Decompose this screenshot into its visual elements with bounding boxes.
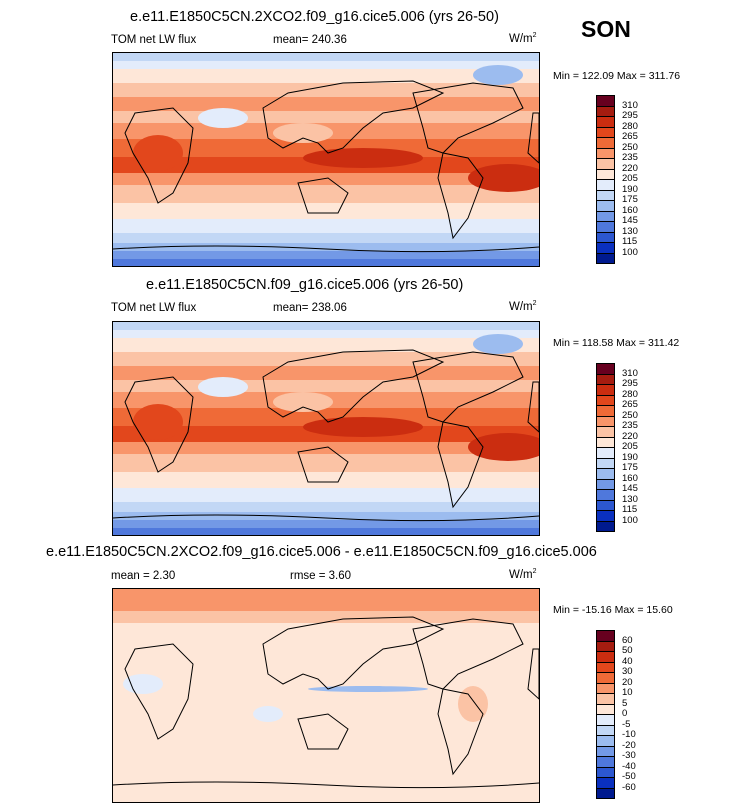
panel2-map: [112, 321, 540, 536]
colorbar-tick-label: 295: [622, 378, 638, 389]
colorbar-tick-label: 220: [622, 430, 638, 442]
colorbar-tick-label: 175: [622, 194, 638, 205]
colorbar-tick-label: 5: [622, 697, 628, 709]
colorbar-tick-label: 50: [622, 645, 633, 656]
colorbar-box: [596, 252, 615, 264]
colorbar-tick-label: 280: [622, 388, 638, 400]
colorbar-tick-label: 10: [622, 687, 633, 698]
panel3-mean-label: mean = 2.30: [111, 570, 176, 582]
panel2-colorbar: 310 295 280 265 250 235 220 205 190 175 160 145 130 1…: [596, 363, 656, 532]
panel1-variable-label: TOM net LW flux: [111, 34, 197, 46]
colorbar-tick-label: 310: [622, 367, 638, 379]
colorbar-tick-label: 130: [622, 225, 638, 237]
colorbar-tick-label: 295: [622, 110, 638, 121]
colorbar-tick-label: 30: [622, 666, 633, 677]
colorbar-tick-label: 235: [622, 420, 638, 431]
colorbar-tick-label: 115: [622, 236, 638, 247]
panel3-colorbar: 60 50 40 30 20 10 5 0 -5 -10 -20 -30 -40 -50 -60: [596, 630, 656, 799]
colorbar-tick-label: 190: [622, 451, 638, 463]
panel2-units-label: W/m2: [509, 300, 537, 313]
panel1-mean-label: mean= 240.36: [273, 34, 347, 46]
colorbar-tick-label: 160: [622, 204, 638, 216]
colorbar-tick-label: 175: [622, 462, 638, 473]
panel1-colorbar: 310 295 280 265 250 235 220 205 190 175 160 145 130 1…: [596, 95, 656, 264]
panel2-variable-label: TOM net LW flux: [111, 302, 197, 314]
colorbar-tick-label: 265: [622, 399, 638, 410]
panel2-mean-label: mean= 238.06: [273, 302, 347, 314]
colorbar-tick-label: 60: [622, 634, 633, 646]
season-label: SON: [581, 16, 631, 42]
colorbar-tick-label: 115: [622, 504, 638, 515]
colorbar-tick-label: 190: [622, 183, 638, 195]
panel3-minmax: Min = -15.16 Max = 15.60: [553, 604, 673, 616]
colorbar-tick-label: 265: [622, 131, 638, 142]
colorbar-tick-label: 130: [622, 493, 638, 505]
panel1-units-label: W/m2: [509, 32, 537, 45]
panel3-rmse-label: rmse = 3.60: [290, 570, 352, 582]
colorbar-tick-label: -20: [622, 739, 636, 751]
colorbar-tick-label: 250: [622, 141, 638, 153]
colorbar-tick-label: 235: [622, 152, 638, 163]
colorbar-tick-label: -10: [622, 729, 636, 740]
colorbar-tick-label: -50: [622, 771, 636, 782]
colorbar-box: [596, 520, 615, 532]
panel2-minmax: Min = 118.58 Max = 311.42: [553, 337, 680, 349]
panel1-map: [112, 52, 540, 267]
colorbar-tick-label: -60: [622, 781, 636, 793]
colorbar-tick-label: 280: [622, 120, 638, 132]
colorbar-tick-label: 310: [622, 99, 638, 111]
colorbar-tick-label: 0: [622, 708, 628, 719]
panel1-title: e.e11.E1850C5CN.2XCO2.f09_g16.cice5.006 …: [130, 9, 499, 25]
colorbar-tick-label: 100: [622, 246, 638, 258]
colorbar-tick-label: 145: [622, 215, 638, 226]
colorbar-tick-label: -5: [622, 718, 631, 730]
colorbar-tick-label: 40: [622, 655, 633, 667]
colorbar-tick-label: 250: [622, 409, 638, 421]
colorbar-tick-label: 160: [622, 472, 638, 484]
colorbar-tick-label: 20: [622, 676, 633, 688]
panel1-minmax: Min = 122.09 Max = 311.76: [553, 70, 681, 82]
panel3-units-label: W/m2: [509, 568, 537, 581]
colorbar-tick-label: 220: [622, 162, 638, 174]
panel3-map: [112, 588, 540, 803]
colorbar-tick-label: 145: [622, 483, 638, 494]
panel2-title: e.e11.E1850C5CN.f09_g16.cice5.006 (yrs 2…: [146, 277, 464, 293]
colorbar-box: [596, 787, 615, 799]
colorbar-tick-label: -40: [622, 760, 636, 772]
colorbar-tick-label: 100: [622, 514, 638, 526]
colorbar-tick-label: 205: [622, 173, 638, 184]
colorbar-tick-label: -30: [622, 750, 636, 761]
panel3-title: e.e11.E1850C5CN.2XCO2.f09_g16.cice5.006 …: [46, 544, 597, 560]
colorbar-tick-label: 205: [622, 441, 638, 452]
